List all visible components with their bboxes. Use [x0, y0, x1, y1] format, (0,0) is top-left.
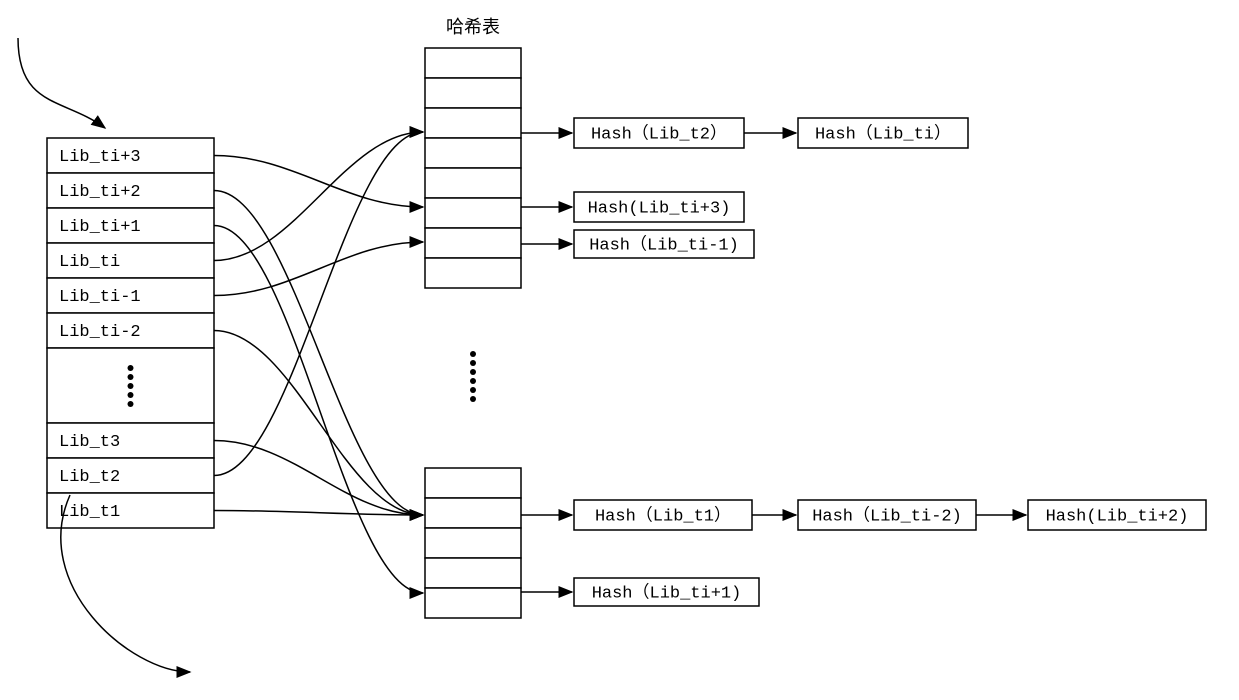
hash-diagram: 哈希表 Lib_ti+3 Lib_ti+2 Lib_ti+1 Lib_ti Lib_ti-… [0, 0, 1239, 700]
hash-slot-8 [425, 468, 521, 498]
hash-slot-7 [425, 258, 521, 288]
hash-slot-12 [425, 588, 521, 618]
hash-slot-2 [425, 108, 521, 138]
ellipsis-dot [470, 351, 476, 357]
stack.labels.3: Lib_ti [59, 253, 120, 272]
map-edge-5 [214, 331, 423, 516]
hash_nodes.row5.items.0: Hash（Lib_ti+1) [592, 582, 742, 603]
hash-slot-0 [425, 48, 521, 78]
ellipsis-dot [128, 365, 134, 371]
ellipsis-dot [128, 374, 134, 380]
hash-slot-10 [425, 528, 521, 558]
map-edge-0 [214, 156, 423, 208]
stack.labels.7: Lib_t3 [59, 433, 120, 452]
hash_nodes.row4.items.2: Hash(Lib_ti+2) [1046, 507, 1189, 526]
map-edge-7 [214, 441, 423, 516]
hash_nodes.row4.items.1: Hash（Lib_ti-2) [812, 505, 962, 526]
map-edge-8 [214, 132, 423, 476]
stack.labels.9: Lib_t1 [59, 503, 120, 522]
stack.labels.2: Lib_ti+1 [59, 218, 141, 237]
hash-slot-6 [425, 228, 521, 258]
stack.labels.5: Lib_ti-2 [59, 323, 141, 342]
hash_nodes.row1.items.1: Hash（Lib_ti） [815, 123, 951, 144]
ellipsis-dot [128, 392, 134, 398]
ellipsis-dot [128, 401, 134, 407]
stack.labels.0: Lib_ti+3 [59, 148, 141, 167]
ellipsis-dot [470, 387, 476, 393]
ellipsis-dot [470, 360, 476, 366]
hash_nodes.row4.items.0: Hash（Lib_t1） [595, 505, 731, 526]
hash-slot-4 [425, 168, 521, 198]
map-edge-4 [214, 242, 423, 296]
map-edge-2 [214, 226, 423, 594]
hash_nodes.row1.items.0: Hash（Lib_t2） [591, 123, 727, 144]
hash-table-title: 哈希表 [446, 17, 500, 37]
hash-slot-1 [425, 78, 521, 108]
hash-slot-3 [425, 138, 521, 168]
stack.labels.8: Lib_t2 [59, 468, 120, 487]
ellipsis-dot [470, 396, 476, 402]
hash-slot-11 [425, 558, 521, 588]
ellipsis-dot [128, 383, 134, 389]
ellipsis-dot [470, 369, 476, 375]
loop-in [18, 38, 105, 128]
map-edge-1 [214, 191, 423, 516]
hash-slot-5 [425, 198, 521, 228]
stack.labels.1: Lib_ti+2 [59, 183, 141, 202]
hash-slot-9 [425, 498, 521, 528]
hash_nodes.row2.items.0: Hash(Lib_ti+3) [588, 199, 731, 218]
stack.labels.4: Lib_ti-1 [59, 288, 141, 307]
ellipsis-dot [470, 378, 476, 384]
hash_nodes.row3.items.0: Hash（Lib_ti-1) [589, 234, 739, 255]
